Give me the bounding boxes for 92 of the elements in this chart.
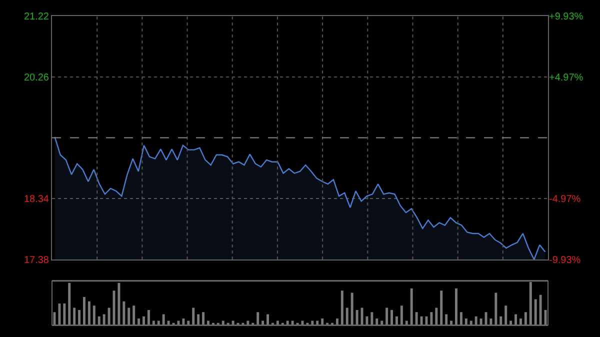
y2-tick-label: +4.97% bbox=[549, 72, 584, 84]
bar bbox=[529, 282, 532, 325]
bar bbox=[232, 320, 234, 325]
bar bbox=[474, 316, 478, 325]
bar bbox=[286, 320, 289, 325]
bar bbox=[445, 314, 448, 325]
y-tick-label: 21.22 bbox=[24, 12, 50, 22]
bar bbox=[534, 299, 537, 325]
bar bbox=[504, 306, 508, 325]
bar bbox=[460, 312, 462, 325]
bar bbox=[405, 320, 408, 325]
bar bbox=[490, 318, 492, 325]
bar bbox=[262, 320, 264, 325]
bar bbox=[122, 301, 126, 325]
y-tick-label: 20.26 bbox=[24, 72, 50, 84]
bar bbox=[98, 316, 100, 325]
bar bbox=[246, 320, 250, 325]
bar bbox=[510, 320, 512, 325]
bar bbox=[102, 314, 106, 325]
bar bbox=[152, 320, 155, 325]
bar bbox=[88, 301, 90, 325]
bar bbox=[340, 290, 344, 325]
bar bbox=[480, 318, 482, 325]
bar bbox=[207, 320, 210, 325]
bar bbox=[291, 320, 294, 325]
bar bbox=[162, 314, 165, 325]
bar bbox=[346, 308, 348, 325]
bar bbox=[544, 310, 547, 325]
bar bbox=[430, 312, 433, 325]
bar bbox=[415, 312, 418, 325]
bar bbox=[78, 310, 81, 325]
bar bbox=[316, 320, 319, 325]
bar bbox=[73, 308, 76, 325]
bar bbox=[182, 318, 185, 325]
bar bbox=[400, 306, 403, 325]
bar bbox=[500, 316, 502, 325]
bar bbox=[370, 312, 374, 325]
bar bbox=[138, 318, 140, 325]
bar bbox=[420, 316, 423, 325]
bar bbox=[147, 310, 150, 325]
y-tick-label: 17.38 bbox=[24, 254, 50, 266]
y2-tick-label: -4.97% bbox=[549, 194, 581, 206]
bar bbox=[63, 303, 66, 325]
bar bbox=[301, 320, 304, 325]
bar bbox=[380, 320, 384, 325]
bar bbox=[92, 306, 96, 325]
bar bbox=[142, 316, 145, 325]
bar bbox=[177, 320, 180, 325]
bar bbox=[58, 303, 61, 325]
bar bbox=[68, 282, 71, 325]
bar bbox=[167, 320, 170, 325]
bar bbox=[395, 316, 398, 325]
bar bbox=[197, 314, 200, 325]
bar bbox=[157, 320, 160, 325]
bar bbox=[83, 297, 86, 325]
bar bbox=[311, 320, 314, 325]
y-tick-label: 18.34 bbox=[24, 194, 50, 206]
bar bbox=[464, 318, 468, 325]
bar bbox=[53, 312, 56, 325]
bar bbox=[350, 292, 354, 325]
bar bbox=[321, 318, 324, 325]
bar bbox=[494, 292, 498, 325]
bar bbox=[366, 316, 368, 325]
bar bbox=[128, 308, 130, 325]
bar bbox=[539, 294, 542, 325]
bar bbox=[356, 310, 358, 325]
bar bbox=[108, 308, 110, 325]
bar bbox=[376, 318, 378, 325]
bar bbox=[118, 282, 120, 325]
bar bbox=[187, 320, 190, 325]
bar bbox=[514, 314, 517, 325]
bar bbox=[132, 306, 136, 325]
bar bbox=[202, 312, 205, 325]
bar bbox=[222, 320, 224, 325]
bar bbox=[266, 314, 269, 325]
bar bbox=[276, 320, 279, 325]
bar bbox=[192, 308, 195, 325]
y2-tick-label: -9.93% bbox=[549, 254, 581, 266]
y2-tick-label: +9.93% bbox=[549, 12, 584, 22]
bar bbox=[519, 318, 522, 325]
bar bbox=[336, 318, 338, 325]
bar bbox=[390, 310, 393, 325]
bar bbox=[410, 288, 413, 325]
bar bbox=[440, 290, 443, 325]
bar bbox=[256, 312, 260, 325]
bar bbox=[524, 312, 527, 325]
bar bbox=[386, 308, 388, 325]
bar bbox=[455, 288, 458, 325]
bar bbox=[425, 316, 428, 325]
bar bbox=[470, 320, 472, 325]
bar bbox=[450, 320, 453, 325]
bar bbox=[435, 308, 438, 325]
